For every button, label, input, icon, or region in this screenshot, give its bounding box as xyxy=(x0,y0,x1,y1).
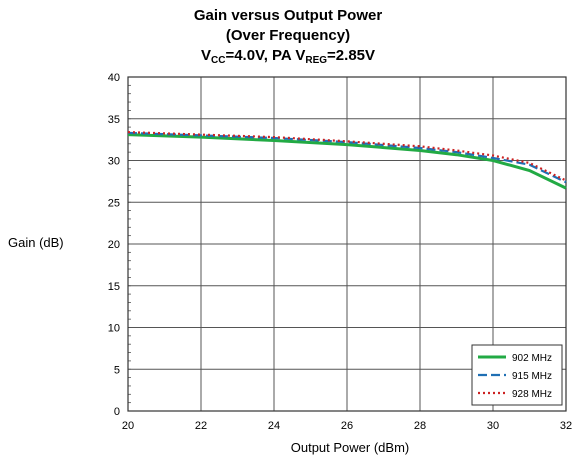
x-tick-label: 22 xyxy=(195,420,207,432)
chart-subtitle: (Over Frequency) xyxy=(225,27,351,44)
y-axis-label: Gain (dB) xyxy=(8,235,64,250)
x-tick-label: 26 xyxy=(341,420,353,432)
chart-title: Gain versus Output Power xyxy=(193,7,383,24)
y-tick-label: 0 xyxy=(114,406,120,418)
cond-part: V xyxy=(200,47,211,64)
y-tick-label: 30 xyxy=(108,156,120,168)
y-tick-label: 20 xyxy=(108,239,120,251)
y-tick-label: 15 xyxy=(108,281,120,293)
plot-frame xyxy=(127,76,567,412)
y-tick-label: 10 xyxy=(108,323,120,335)
y-tick-label: 25 xyxy=(108,197,120,209)
x-tick-label: 32 xyxy=(560,420,572,432)
legend-label: 915 MHz xyxy=(512,371,552,382)
y-tick-label: 5 xyxy=(114,364,120,376)
x-tick-label: 20 xyxy=(122,420,134,432)
chart-conditions: VCC=4.0V, PA VREG=2.85V xyxy=(0,46,576,68)
x-tick-label: 28 xyxy=(414,420,426,432)
series-line xyxy=(127,133,567,190)
y-tick-label: 35 xyxy=(108,114,120,126)
x-axis-label: Output Power (dBm) xyxy=(290,440,410,455)
legend-label: 902 MHz xyxy=(512,353,552,364)
series-line xyxy=(127,131,567,184)
x-tick-label: 30 xyxy=(487,420,499,432)
cond-part: =2.85V xyxy=(327,47,376,64)
y-tick-label: 40 xyxy=(108,72,120,84)
cond-sub: CC xyxy=(211,55,226,66)
x-tick-label: 24 xyxy=(268,420,280,432)
cond-sub: REG xyxy=(305,55,328,66)
cond-part: =4.0V, PA V xyxy=(225,47,306,64)
legend-label: 928 MHz xyxy=(512,389,552,400)
series-line xyxy=(127,131,567,182)
